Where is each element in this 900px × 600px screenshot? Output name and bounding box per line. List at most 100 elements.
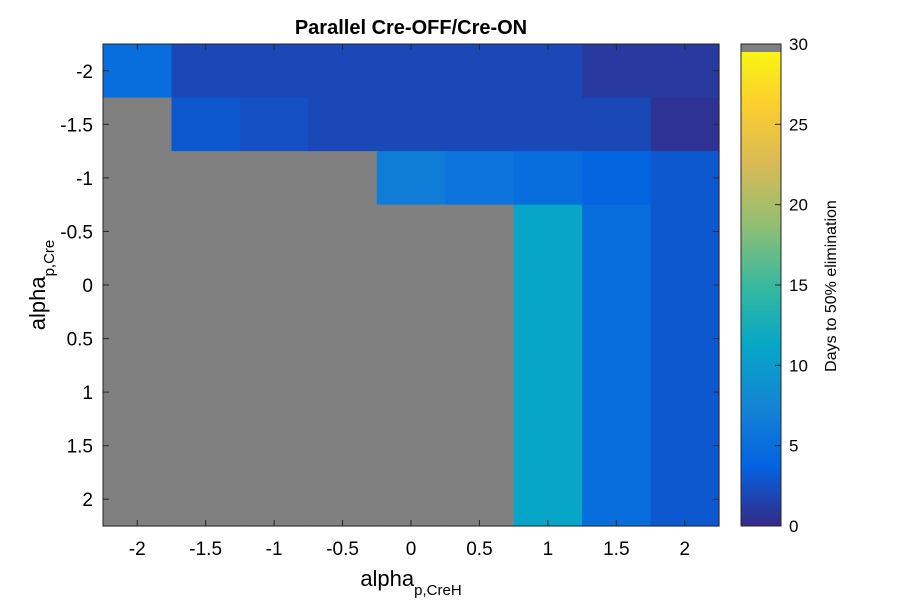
heatmap-cell (582, 258, 651, 312)
heatmap-cell (514, 365, 583, 419)
y-axis-label-main: alpha (25, 276, 50, 331)
x-tick-label: 1 (543, 539, 554, 560)
y-tick-label: 0 (82, 276, 93, 297)
heatmap-cell (445, 98, 514, 152)
heatmap-cell (445, 365, 514, 419)
heatmap-cell (377, 419, 446, 473)
heatmap-cell (171, 205, 240, 259)
x-tick-label: -1.5 (189, 539, 222, 560)
heatmap-cell (103, 419, 172, 473)
heatmap-cell (514, 151, 583, 205)
heatmap-cell (445, 312, 514, 366)
heatmap-cell (445, 151, 514, 205)
heatmap-cell (103, 98, 172, 152)
y-tick-label: -1 (76, 169, 93, 190)
heatmap-cell (514, 205, 583, 259)
y-tick-label: 1 (82, 383, 93, 404)
colorbar-tick-label: 0 (789, 517, 798, 536)
heatmap-cell (308, 365, 377, 419)
heatmap-cell (582, 419, 651, 473)
heatmap-cell (377, 98, 446, 152)
heatmap-cell (308, 312, 377, 366)
heatmap-cell (582, 472, 651, 526)
heatmap-cell (103, 258, 172, 312)
heatmap-cell (651, 98, 720, 152)
colorbar-tick-label: 10 (789, 356, 808, 375)
heatmap-cell (240, 365, 309, 419)
heatmap-cell (308, 98, 377, 152)
x-axis-label-main: alpha (360, 566, 415, 591)
heatmap-cell (308, 258, 377, 312)
heatmap-cell (445, 205, 514, 259)
heatmap-cell (445, 419, 514, 473)
heatmap-cell (445, 44, 514, 98)
heatmap-cell (103, 472, 172, 526)
colorbar-label: Days to 50% elimination (823, 200, 840, 372)
heatmap-cell (582, 44, 651, 98)
x-tick-label: -0.5 (326, 539, 359, 560)
heatmap-cell (651, 44, 720, 98)
heatmap-cell (651, 419, 720, 473)
heatmap-cell (171, 44, 240, 98)
y-axis-label-subscript: p,Cre (41, 240, 58, 277)
heatmap-cell (582, 151, 651, 205)
x-tick-label: 0 (406, 539, 417, 560)
colorbar-tick-label: 30 (789, 35, 808, 54)
colorbar-tick-label: 5 (789, 437, 798, 456)
y-tick-label: -0.5 (60, 222, 93, 243)
heatmap-cell (103, 151, 172, 205)
heatmap-cell (171, 312, 240, 366)
x-tick-label: -2 (129, 539, 146, 560)
heatmap-cell (514, 98, 583, 152)
heatmap-cell (308, 151, 377, 205)
heatmap-cell (308, 419, 377, 473)
heatmap-cell (651, 258, 720, 312)
heatmap-cell (582, 312, 651, 366)
x-tick-label: 0.5 (466, 539, 492, 560)
heatmap-cell (240, 151, 309, 205)
heatmap-cell (103, 205, 172, 259)
y-tick-label: -1.5 (60, 115, 93, 136)
colorbar-missing-swatch (741, 44, 781, 52)
y-tick-label: 2 (82, 490, 93, 511)
chart-title: Parallel Cre-OFF/Cre-ON (295, 17, 527, 39)
heatmap-cell (171, 472, 240, 526)
heatmap-cell (308, 205, 377, 259)
x-axis-label: alphap,CreH (360, 566, 461, 599)
heatmap-cell (651, 312, 720, 366)
x-tick-label: 2 (679, 539, 690, 560)
x-tick-label: 1.5 (603, 539, 629, 560)
heatmap-cell (377, 365, 446, 419)
heatmap-cell (445, 258, 514, 312)
heatmap-cell (103, 44, 172, 98)
heatmap-cell (377, 312, 446, 366)
heatmap-cell (171, 151, 240, 205)
heatmap-cell (240, 258, 309, 312)
colorbar-tick-label: 15 (789, 276, 808, 295)
heatmap-cell (308, 44, 377, 98)
heatmap-cell (582, 205, 651, 259)
heatmap-cell (240, 419, 309, 473)
heatmap-cell (651, 472, 720, 526)
heatmap-cell (171, 98, 240, 152)
y-tick-label: 1.5 (67, 437, 93, 458)
colorbar: 0 5 10 15 20 25 30 (741, 35, 808, 536)
heatmap-cell (171, 419, 240, 473)
heatmap-cell (377, 151, 446, 205)
heatmap-cell (514, 44, 583, 98)
heatmap-cell (377, 258, 446, 312)
heatmap-cell (103, 312, 172, 366)
colorbar-tick-label: 25 (789, 115, 808, 134)
heatmap-cells (103, 44, 720, 527)
heatmap-cell (377, 472, 446, 526)
heatmap-cell (377, 205, 446, 259)
heatmap-cell (445, 472, 514, 526)
heatmap-cell (240, 98, 309, 152)
y-tick-label: 0.5 (67, 330, 93, 351)
heatmap-cell (308, 472, 377, 526)
x-axis-label-subscript: p,CreH (414, 582, 462, 599)
heatmap-cell (171, 365, 240, 419)
heatmap-cell (240, 44, 309, 98)
heatmap-cell (240, 312, 309, 366)
heatmap-cell (103, 365, 172, 419)
